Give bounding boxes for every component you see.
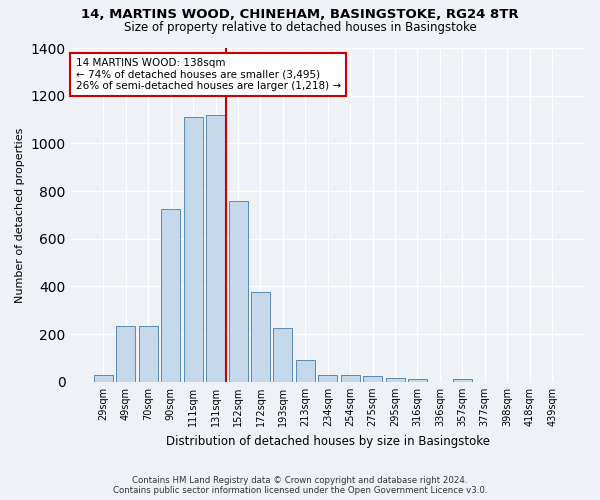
Bar [116, 326, 136, 382]
Bar [453, 380, 472, 382]
Bar [184, 117, 203, 382]
Text: Size of property relative to detached houses in Basingstoke: Size of property relative to detached ho… [124, 21, 476, 34]
Bar [251, 292, 270, 382]
Bar [161, 209, 180, 382]
Bar [408, 379, 427, 382]
Text: Contains HM Land Registry data © Crown copyright and database right 2024.
Contai: Contains HM Land Registry data © Crown c… [113, 476, 487, 495]
Text: 14 MARTINS WOOD: 138sqm
← 74% of detached houses are smaller (3,495)
26% of semi: 14 MARTINS WOOD: 138sqm ← 74% of detache… [76, 58, 341, 91]
Bar [341, 374, 360, 382]
Bar [229, 200, 248, 382]
Y-axis label: Number of detached properties: Number of detached properties [15, 127, 25, 302]
Bar [363, 376, 382, 382]
Bar [296, 360, 315, 382]
X-axis label: Distribution of detached houses by size in Basingstoke: Distribution of detached houses by size … [166, 434, 490, 448]
Text: 14, MARTINS WOOD, CHINEHAM, BASINGSTOKE, RG24 8TR: 14, MARTINS WOOD, CHINEHAM, BASINGSTOKE,… [81, 8, 519, 20]
Bar [206, 115, 225, 382]
Bar [139, 326, 158, 382]
Bar [274, 328, 292, 382]
Bar [386, 378, 404, 382]
Bar [94, 374, 113, 382]
Bar [318, 374, 337, 382]
